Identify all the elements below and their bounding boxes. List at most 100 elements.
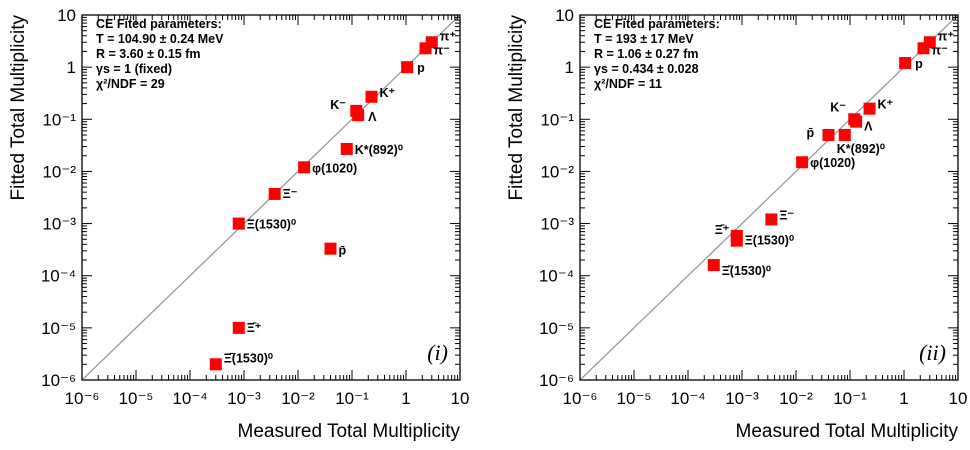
data-point (324, 242, 337, 255)
y-tick-label: 10 (555, 6, 574, 25)
y-tick-label: 10⁻⁴ (41, 267, 76, 286)
fit-parameter-line: χ²/NDF = 29 (96, 77, 165, 91)
data-point (298, 161, 311, 174)
y-tick-label: 10⁻¹ (540, 110, 574, 129)
x-tick-label: 10 (949, 389, 968, 408)
chart-panel-2: 10⁻⁶ 10⁻⁵ 10⁻⁴ 10⁻³ 10⁻² 10⁻¹ 1 10 10⁻⁶ 10⁻⁵ 10⁻⁴ 1… (506, 6, 967, 442)
point-label: p̄ (807, 126, 815, 140)
point-label: π⁺ (938, 29, 955, 43)
diagonal-line (579, 14, 959, 381)
data-point (365, 90, 378, 103)
data-point (232, 321, 245, 334)
fit-parameter-line: χ²/NDF = 11 (594, 77, 662, 91)
y-tick-label: 10⁻³ (540, 215, 574, 234)
point-label: p (915, 57, 923, 71)
fit-parameter-line: T = 104.90 ± 0.24 MeV (96, 32, 224, 46)
point-label: Ξ⁻ (283, 187, 298, 201)
panel-tag: (i) (427, 340, 448, 365)
x-tick-label: 10⁻⁵ (119, 389, 154, 408)
data-point (209, 358, 222, 371)
y-tick-label: 10⁻⁴ (539, 267, 574, 286)
y-axis-title: Fitted Total Multiplicity (506, 15, 527, 201)
point-label: φ(1020) (810, 156, 855, 170)
panel-tag: (ii) (919, 340, 946, 365)
plot-frame (81, 14, 461, 381)
y-axis-title: Fitted Total Multiplicity (8, 15, 29, 201)
fit-parameter-line: γs = 1 (fixed) (96, 62, 172, 76)
x-tick-label: 10⁻⁴ (670, 389, 705, 408)
point-label: p (417, 61, 425, 75)
x-tick-label: 10⁻⁴ (172, 389, 207, 408)
y-tick-label: 1 (565, 58, 574, 77)
x-tick-label: 1 (899, 389, 908, 408)
point-label: K⁺ (380, 86, 396, 100)
x-axis-title: Measured Total Multiplicity (736, 421, 959, 442)
data-point (863, 102, 876, 115)
y-tick-label: 10⁻⁶ (539, 371, 574, 390)
x-tick-label: 10⁻⁶ (65, 389, 100, 408)
x-axis-title: Measured Total Multiplicity (238, 421, 461, 442)
data-point (340, 142, 353, 155)
x-tick-label: 10⁻² (281, 389, 315, 408)
point-label: Λ (864, 120, 873, 134)
data-point (352, 109, 365, 122)
data-point (917, 42, 930, 55)
data-point (899, 57, 912, 70)
data-point (401, 61, 414, 74)
y-tick-label: 10⁻² (540, 162, 574, 181)
y-tick-label: 10⁻¹ (42, 110, 76, 129)
point-label: π⁺ (440, 29, 457, 43)
fit-parameter-line: T = 193 ± 17 MeV (594, 32, 694, 46)
point-label: π⁻ (932, 43, 949, 57)
data-point (838, 128, 851, 141)
data-point (419, 42, 432, 55)
y-tick-label: 10⁻⁵ (41, 319, 76, 338)
point-label: K⁻ (830, 100, 846, 114)
point-label: Ξ̄(1530)⁰ (224, 351, 274, 365)
x-tick-label: 1 (401, 389, 410, 408)
chart-panel-1: 10⁻⁶ 10⁻⁵ 10⁻⁴ 10⁻³ 10⁻² 10⁻¹ 1 10 10⁻⁶ 10⁻⁵ 10⁻⁴ 1… (8, 6, 469, 442)
data-point (765, 213, 778, 226)
data-point (268, 187, 281, 200)
y-tick-label: 10⁻² (42, 162, 76, 181)
x-tick-label: 10⁻⁵ (617, 389, 652, 408)
x-tick-label: 10⁻³ (725, 389, 759, 408)
point-label: Ξ̄⁺ (715, 223, 730, 237)
fit-parameter-line: γs = 0.434 ± 0.028 (594, 62, 699, 76)
data-point (707, 259, 720, 272)
data-point (850, 115, 863, 128)
point-label: Ξ(1530)⁰ (745, 234, 795, 248)
x-tick-label: 10⁻¹ (833, 389, 867, 408)
plot-frame (579, 14, 959, 381)
x-tick-label: 10⁻⁶ (563, 389, 598, 408)
fit-parameter-line: CE Fited parameters: (594, 17, 720, 31)
x-tick-label: 10 (451, 389, 470, 408)
data-point (232, 217, 245, 230)
fit-parameter-line: CE Fited parameters: (96, 17, 222, 31)
point-label: Ξ̄(1530)⁰ (722, 264, 772, 278)
point-label: Λ (368, 110, 377, 124)
point-label: K*(892)⁰ (355, 143, 404, 157)
point-label: Ξ⁻ (779, 208, 794, 222)
point-label: Ξ̄⁺ (247, 321, 262, 335)
point-label: p̄ (339, 244, 347, 258)
point-label: K⁻ (330, 98, 346, 112)
y-tick-label: 10 (57, 6, 76, 25)
data-point (822, 128, 835, 141)
fit-parameter-line: R = 1.06 ± 0.27 fm (594, 47, 699, 61)
point-label: K*(892)⁰ (837, 142, 886, 156)
data-point (796, 156, 809, 169)
x-tick-label: 10⁻¹ (335, 389, 369, 408)
fit-parameter-line: R = 3.60 ± 0.15 fm (96, 47, 201, 61)
y-tick-label: 10⁻⁵ (539, 319, 574, 338)
x-tick-label: 10⁻³ (227, 389, 261, 408)
point-label: φ(1020) (312, 161, 357, 175)
y-tick-label: 10⁻³ (42, 215, 76, 234)
point-label: Ξ(1530)⁰ (247, 218, 297, 232)
data-point (730, 234, 743, 247)
point-label: π⁻ (434, 43, 451, 57)
point-label: K⁺ (878, 98, 894, 112)
y-tick-label: 1 (67, 58, 76, 77)
y-tick-label: 10⁻⁶ (41, 371, 76, 390)
